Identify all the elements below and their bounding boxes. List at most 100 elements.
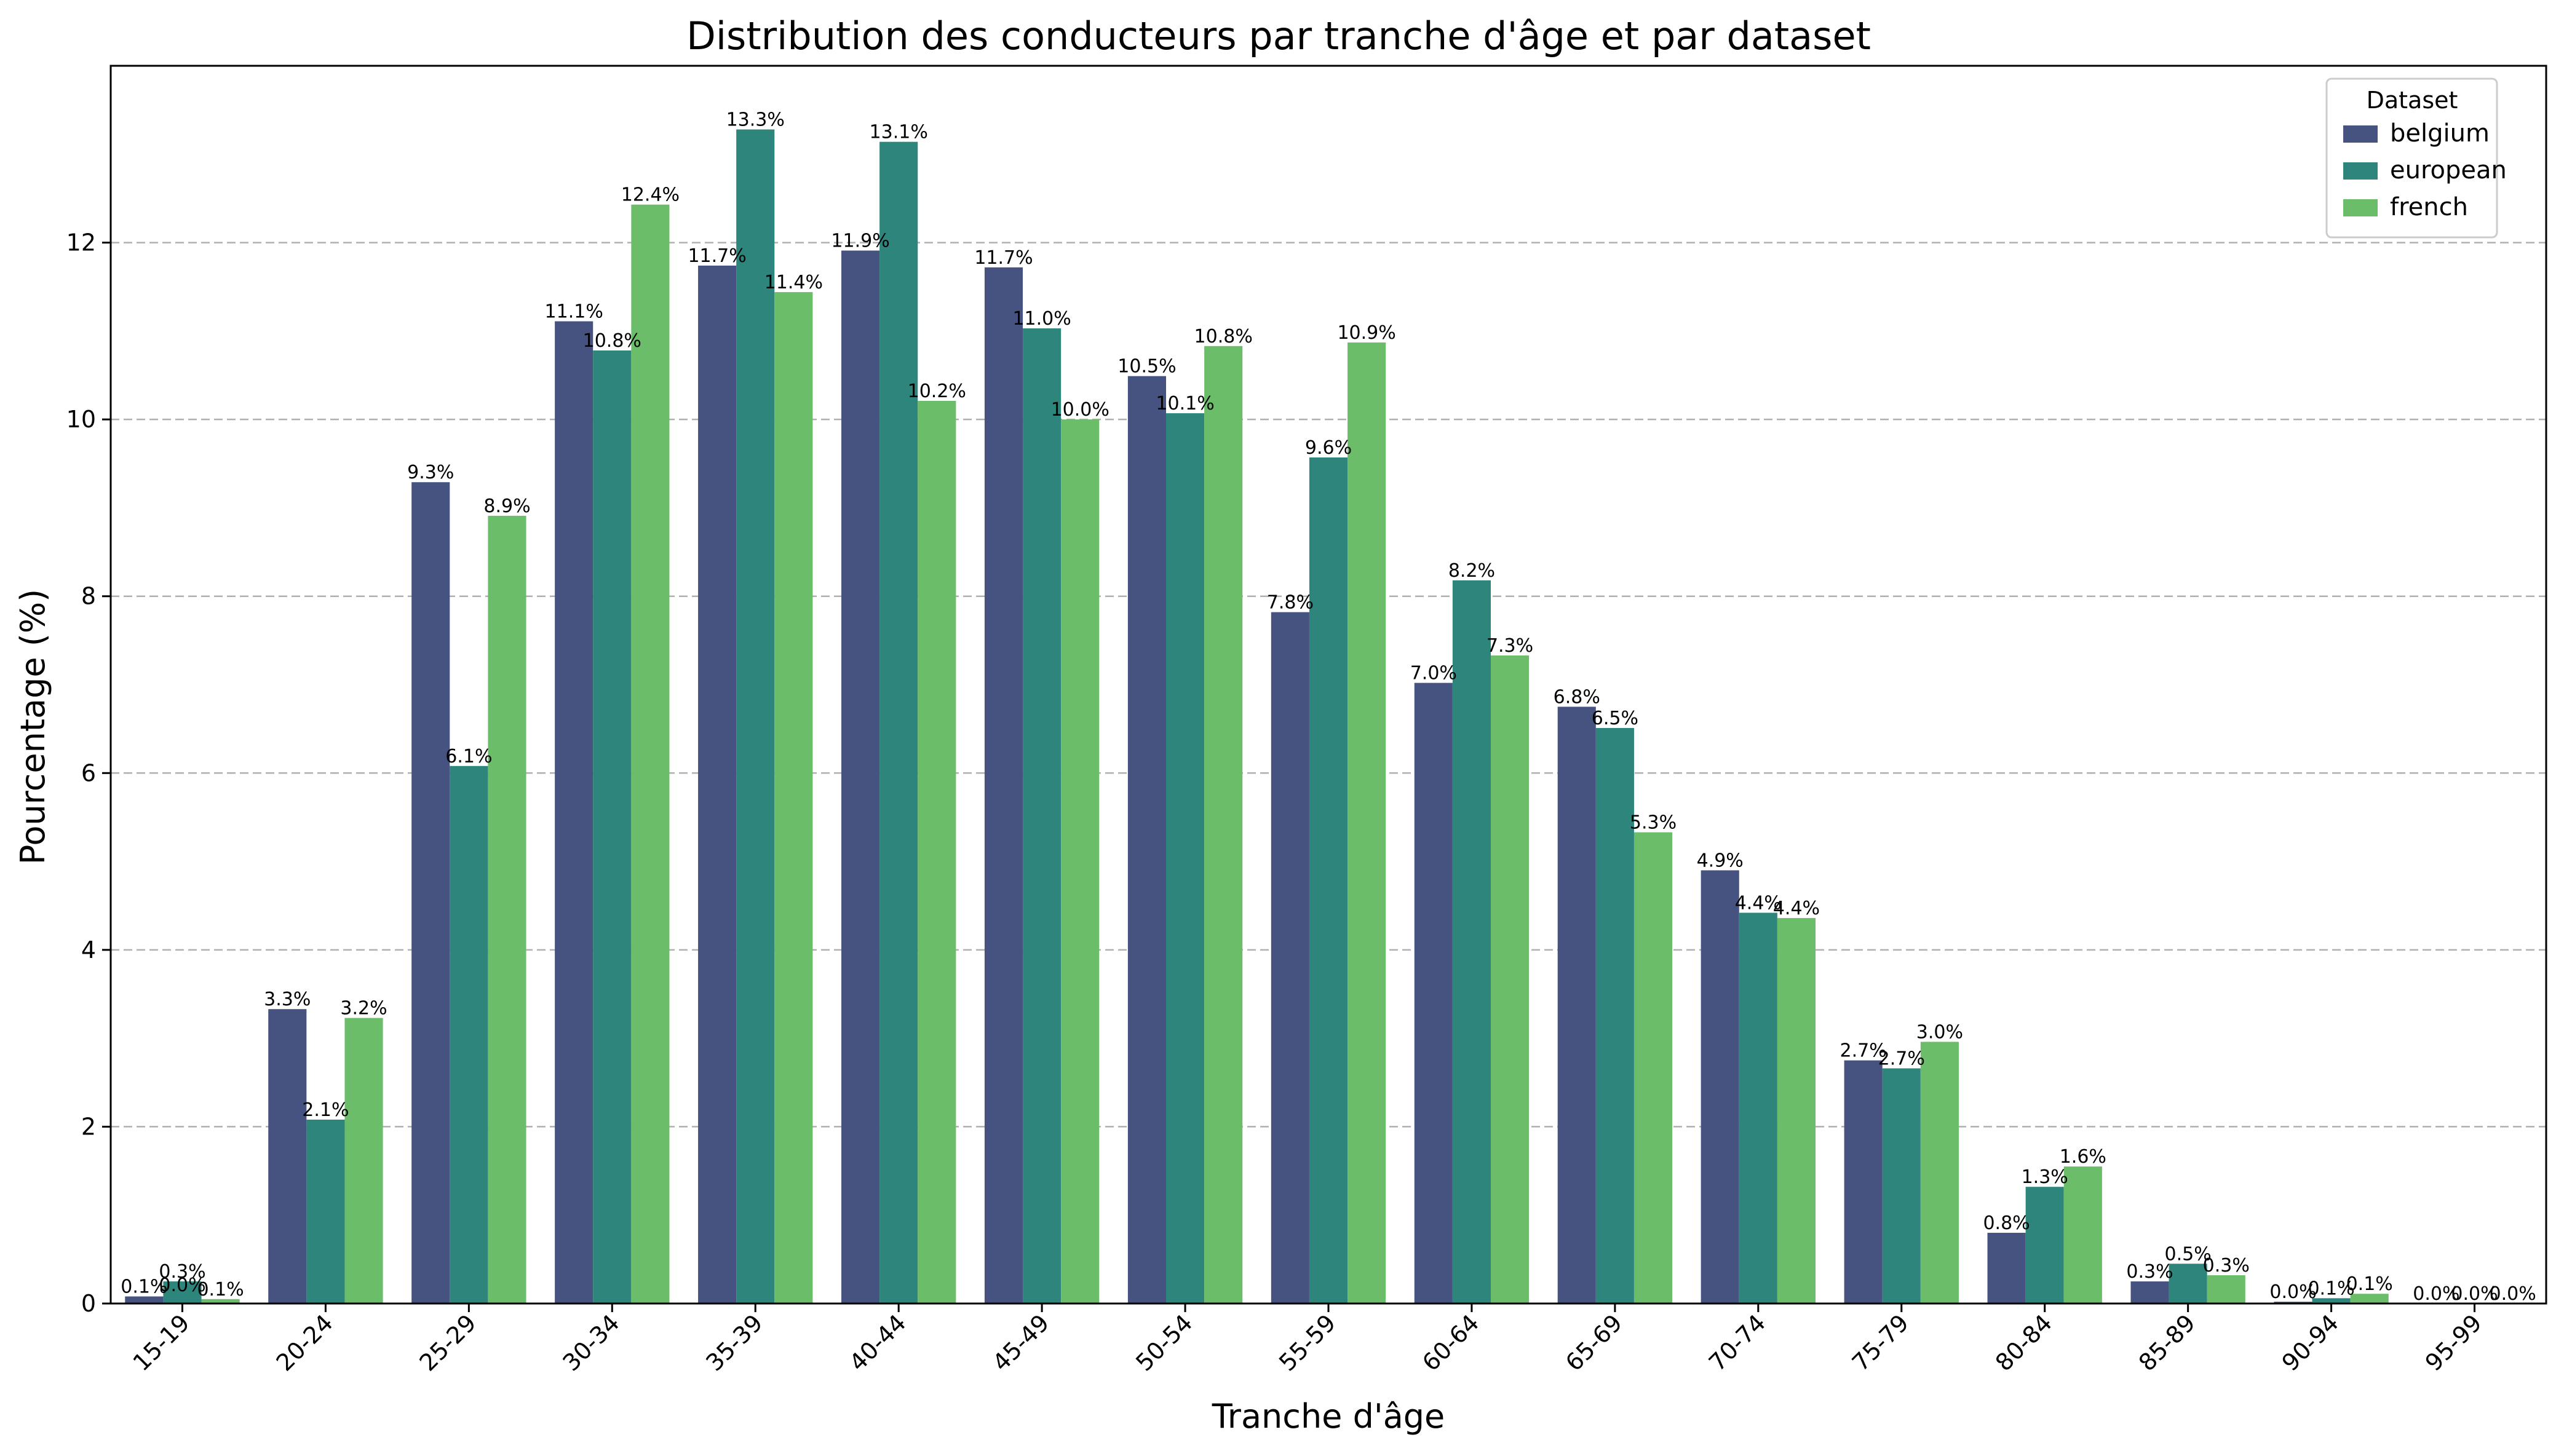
bar-european-15-19	[163, 1281, 202, 1304]
legend: Dataset belgium european french	[2325, 77, 2507, 239]
legend-label-belgium: belgium	[2390, 119, 2490, 148]
bar-european-65-69	[1595, 727, 1634, 1304]
bar-european-55-59	[1309, 457, 1348, 1304]
bar-label-french-65-69: 5.3%	[1630, 812, 1677, 834]
bar-label-european-25-29: 6.1%	[445, 746, 492, 767]
bar-belgium-60-64	[1414, 682, 1453, 1304]
bar-belgium-45-49	[984, 267, 1023, 1304]
bar-label-belgium-65-69: 6.8%	[1554, 686, 1600, 708]
y-tick-label: 10	[66, 406, 96, 433]
bar-french-80-84	[2063, 1166, 2102, 1304]
bar-label-french-90-94: 0.1%	[2346, 1273, 2393, 1295]
bar-label-belgium-75-79: 2.7%	[1840, 1040, 1887, 1062]
bar-belgium-15-19	[125, 1296, 164, 1304]
bar-french-30-34	[631, 204, 670, 1304]
y-tick-label: 12	[66, 229, 96, 256]
bar-french-75-79	[1920, 1042, 1959, 1304]
bar-european-70-74	[1739, 912, 1777, 1304]
bar-belgium-75-79	[1844, 1060, 1883, 1304]
y-tick-label: 0	[81, 1290, 96, 1317]
bar-label-french-15-19: 0.1%	[197, 1279, 244, 1300]
bar-label-french-30-34: 12.4%	[621, 184, 680, 206]
bar-label-belgium-25-29: 9.3%	[407, 462, 454, 483]
bar-belgium-70-74	[1701, 870, 1739, 1304]
bar-label-french-85-89: 0.3%	[2203, 1255, 2250, 1276]
bar-label-french-75-79: 3.0%	[1916, 1021, 1963, 1043]
bar-label-belgium-55-59: 7.8%	[1267, 592, 1314, 614]
bars	[125, 129, 2389, 1304]
bar-label-belgium-90-94: 0.0%	[2269, 1281, 2316, 1303]
bar-french-50-54	[1204, 346, 1243, 1304]
bar-french-60-64	[1491, 655, 1530, 1304]
bar-belgium-65-69	[1557, 706, 1596, 1304]
bar-label-european-20-24: 2.1%	[302, 1099, 349, 1121]
legend-label-european: european	[2390, 156, 2507, 184]
legend-swatch-belgium	[2343, 125, 2378, 143]
legend-swatch-french	[2343, 199, 2378, 216]
bar-label-belgium-30-34: 11.1%	[545, 301, 603, 323]
bar-french-65-69	[1633, 832, 1673, 1304]
bar-value-labels: 0.1%0.3%0.1%3.3%2.1%3.2%9.3%6.1%8.9%11.1…	[121, 109, 2536, 1305]
y-tick-label: 2	[81, 1113, 96, 1140]
bar-label-european-15-19: 0.3%	[159, 1261, 205, 1283]
bar-label-french-20-24: 3.2%	[340, 998, 387, 1019]
bar-label-european-55-59: 9.6%	[1305, 437, 1352, 459]
y-tick-label: 4	[81, 936, 96, 963]
bar-label-french-50-54: 10.8%	[1194, 326, 1253, 347]
bar-french-35-39	[774, 292, 813, 1304]
bar-belgium-80-84	[1987, 1232, 2026, 1304]
y-axis-label: Pourcentage (%)	[14, 589, 52, 865]
bar-french-90-94	[2350, 1294, 2389, 1304]
bar-belgium-20-24	[268, 1009, 307, 1304]
bar-belgium-30-34	[555, 321, 593, 1304]
bar-label-european-90-94: 0.1%	[2308, 1278, 2354, 1299]
bar-label-european-70-74: 4.4%	[1735, 892, 1782, 914]
y-tick-label: 6	[81, 759, 96, 786]
legend-box	[2325, 77, 2498, 239]
bar-label-european-50-54: 10.1%	[1156, 393, 1214, 414]
bar-european-35-39	[736, 129, 775, 1304]
bar-label-french-45-49: 10.0%	[1051, 399, 1109, 421]
bar-label-belgium-95-99: 0.0%	[2413, 1283, 2459, 1305]
bar-label-french-40-44: 10.2%	[908, 381, 966, 402]
bar-belgium-55-59	[1271, 612, 1309, 1304]
bar-label-european-85-89: 0.5%	[2165, 1243, 2212, 1265]
bar-european-45-49	[1023, 328, 1062, 1304]
bar-french-55-59	[1347, 342, 1386, 1304]
bar-label-french-95-99: 0.0%	[2490, 1283, 2536, 1305]
bar-belgium-40-44	[841, 250, 880, 1304]
bar-french-45-49	[1061, 419, 1100, 1304]
bar-label-belgium-40-44: 11.9%	[831, 231, 889, 252]
bar-label-european-80-84: 1.3%	[2022, 1166, 2068, 1188]
legend-items: belgium european french	[2343, 119, 2507, 221]
bar-label-european-75-79: 2.7%	[1878, 1048, 1925, 1070]
bar-european-60-64	[1452, 580, 1491, 1304]
bar-european-25-29	[450, 766, 488, 1304]
bar-label-european-35-39: 13.3%	[726, 109, 785, 131]
bar-french-40-44	[918, 400, 956, 1304]
bar-label-european-60-64: 8.2%	[1448, 560, 1495, 582]
bar-label-french-35-39: 11.4%	[764, 272, 823, 293]
bar-label-belgium-85-89: 0.3%	[2126, 1261, 2173, 1283]
bar-belgium-25-29	[411, 482, 450, 1304]
bar-label-european-65-69: 6.5%	[1592, 708, 1638, 729]
bar-french-15-19	[201, 1299, 240, 1304]
legend-title: Dataset	[2367, 87, 2458, 114]
bar-european-40-44	[879, 141, 918, 1304]
bar-label-belgium-35-39: 11.7%	[688, 245, 746, 267]
bar-belgium-50-54	[1127, 376, 1166, 1304]
bar-belgium-85-89	[2130, 1281, 2169, 1304]
bar-label-european-40-44: 13.1%	[870, 122, 928, 143]
legend-swatch-european	[2343, 162, 2378, 180]
bar-label-french-80-84: 1.6%	[2060, 1146, 2106, 1168]
y-tick-label: 8	[81, 583, 96, 610]
bar-european-50-54	[1166, 413, 1205, 1304]
bar-label-belgium-70-74: 4.9%	[1697, 850, 1744, 871]
bar-french-70-74	[1777, 918, 1816, 1304]
bar-label-extra: 0.0%	[159, 1275, 205, 1296]
bar-french-20-24	[344, 1018, 383, 1304]
bar-label-belgium-80-84: 0.8%	[1983, 1213, 2030, 1234]
bar-european-80-84	[2025, 1187, 2064, 1304]
